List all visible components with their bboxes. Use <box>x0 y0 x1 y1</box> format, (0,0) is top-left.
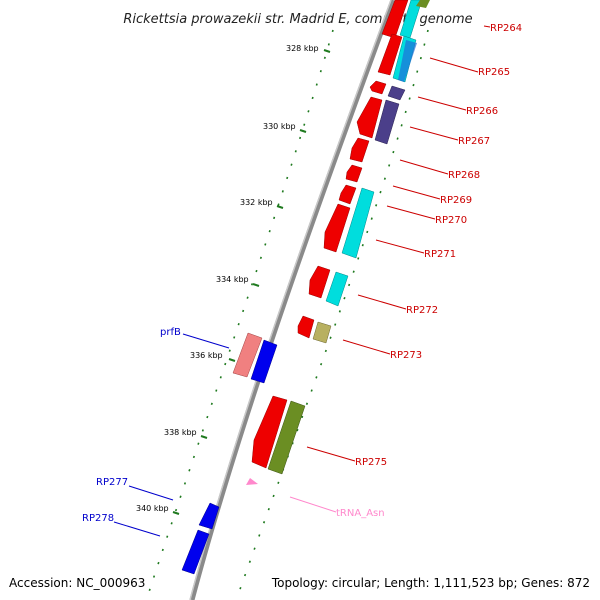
gene-arrow-rp272[interactable] <box>308 265 331 299</box>
gene-arrow-rp268[interactable] <box>349 137 370 163</box>
label-rp271[interactable]: RP271 <box>424 249 456 260</box>
tick-mark <box>200 435 208 439</box>
gene-arrow-trna-asn[interactable] <box>246 478 258 485</box>
label-rp264[interactable]: RP264 <box>490 23 522 34</box>
label-rp265[interactable]: RP265 <box>478 67 510 78</box>
label-trna-asn[interactable]: tRNA_Asn <box>336 508 385 519</box>
reverse-strand-genes <box>181 332 278 575</box>
gene-arrow-rp270-cds[interactable] <box>341 187 375 259</box>
tick-mark <box>228 358 236 362</box>
label-rp277[interactable]: RP277 <box>96 477 128 488</box>
tick-mark <box>299 129 307 133</box>
gene-arrow-rp273[interactable] <box>297 315 315 339</box>
tick-label-338: 338 kbp <box>164 428 197 437</box>
label-rp268[interactable]: RP268 <box>448 170 480 181</box>
gene-arrow-rp270[interactable] <box>338 184 357 205</box>
gene-arrow-rp277[interactable] <box>198 502 220 530</box>
label-rp270[interactable]: RP270 <box>435 215 467 226</box>
tick-mark <box>276 205 284 209</box>
genome-summary-text: Topology: circular; Length: 1,111,523 bp… <box>271 576 590 590</box>
label-rp266[interactable]: RP266 <box>466 106 498 117</box>
gene-arrow-rp275-cds[interactable] <box>267 400 306 475</box>
tick-label-330: 330 kbp <box>263 122 296 131</box>
gene-arrow-prfb[interactable] <box>250 339 278 384</box>
tick-label-336: 336 kbp <box>190 351 223 360</box>
gene-arrow-rp265[interactable] <box>377 33 403 76</box>
label-rp267[interactable]: RP267 <box>458 136 490 147</box>
tick-mark <box>172 511 180 515</box>
label-rp278[interactable]: RP278 <box>82 513 114 524</box>
gene-labels-right: RP264 RP265 RP266 RP267 RP268 RP269 RP27… <box>289 23 522 519</box>
label-rp273[interactable]: RP273 <box>390 350 422 361</box>
forward-strand-genes <box>246 0 430 485</box>
tick-label-340: 340 kbp <box>136 504 169 513</box>
gene-arrow-rp266[interactable] <box>369 80 387 95</box>
kbp-ticks: 328 kbp 330 kbp 332 kbp 334 kbp 336 kbp … <box>136 44 331 515</box>
gene-arrow-rp267-cds[interactable] <box>374 99 400 145</box>
tick-mark <box>323 49 331 53</box>
gene-arrow-rp265-b[interactable] <box>398 40 417 82</box>
gene-labels-left: prfB RP277 RP278 <box>82 327 230 537</box>
tick-label-334: 334 kbp <box>216 275 249 284</box>
gene-arrow-rp273-misc[interactable] <box>312 321 332 344</box>
tick-mark <box>252 283 260 287</box>
accession-text: Accession: NC_000963 <box>9 576 145 590</box>
label-rp269[interactable]: RP269 <box>440 195 472 206</box>
gene-arrow-rp269[interactable] <box>345 164 363 183</box>
gene-arrow-rp275[interactable] <box>251 395 288 469</box>
label-rp272[interactable]: RP272 <box>406 305 438 316</box>
gene-arrow-rp272-cds[interactable] <box>325 271 349 307</box>
gene-arrow-rp264-misc[interactable] <box>416 0 430 8</box>
gene-arrow-prfb-pink[interactable] <box>232 332 263 378</box>
gene-arrow-rp267[interactable] <box>356 96 383 139</box>
gene-arrow-rp266-cds[interactable] <box>387 85 406 101</box>
label-prfb[interactable]: prfB <box>160 327 181 338</box>
tick-rings <box>147 29 429 596</box>
label-rp275[interactable]: RP275 <box>355 457 387 468</box>
tick-label-328: 328 kbp <box>286 44 319 53</box>
gene-arrow-rp271[interactable] <box>323 203 351 253</box>
gene-arrow-rp278[interactable] <box>181 529 210 575</box>
tick-label-332: 332 kbp <box>240 198 273 207</box>
map-title: Rickettsia prowazekii str. Madrid E, com… <box>123 12 472 27</box>
